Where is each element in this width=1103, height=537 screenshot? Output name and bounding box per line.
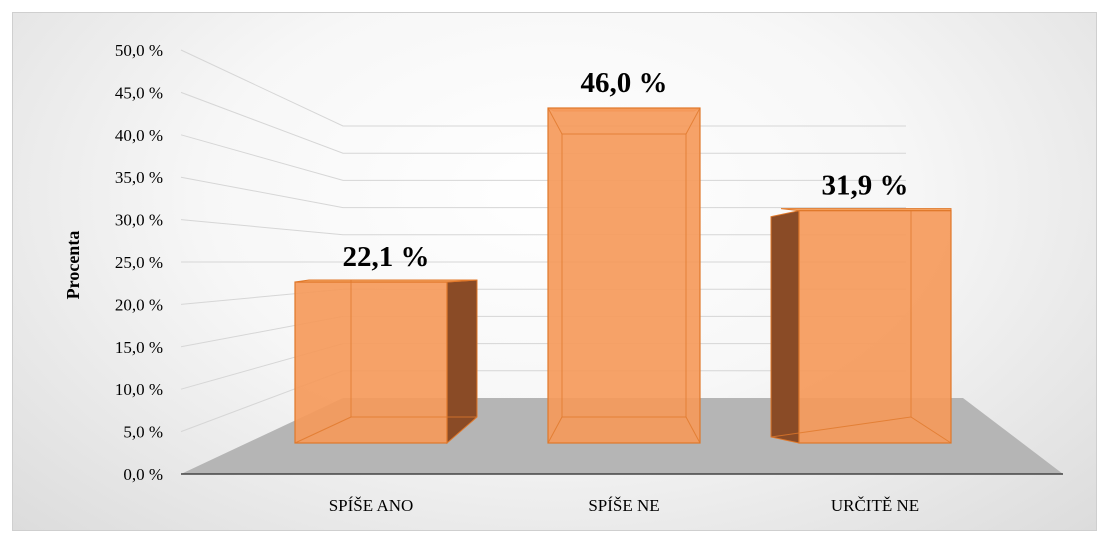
y-axis-title: Procenta xyxy=(63,231,83,300)
category-label: SPÍŠE NE xyxy=(588,496,659,515)
bar xyxy=(547,107,701,444)
y-tick-label: 10,0 % xyxy=(115,380,163,399)
category-label: SPÍŠE ANO xyxy=(329,496,414,515)
gridlines xyxy=(180,49,906,433)
y-tick-label: 20,0 % xyxy=(115,295,163,314)
gridline xyxy=(180,134,906,181)
data-label: 22,1 % xyxy=(343,241,430,273)
bar-chart: 0,0 % 5,0 % 10,0 % 15,0 % 20,0 % 25,0 % 30,0 %… xyxy=(63,41,1063,515)
y-tick-label: 25,0 % xyxy=(115,253,163,272)
y-tick-label: 35,0 % xyxy=(115,168,163,187)
bar xyxy=(770,208,952,444)
y-axis-ticks: 0,0 % 5,0 % 10,0 % 15,0 % 20,0 % 25,0 % 30,0 %… xyxy=(115,41,163,484)
category-label: URČITĚ NE xyxy=(831,496,919,515)
bar xyxy=(294,279,478,445)
gridline xyxy=(180,49,906,127)
data-label: 46,0 % xyxy=(581,67,668,99)
y-tick-label: 5,0 % xyxy=(123,423,163,442)
data-label: 31,9 % xyxy=(822,170,909,202)
y-tick-label: 45,0 % xyxy=(115,83,163,102)
y-tick-label: 0,0 % xyxy=(123,465,163,484)
y-tick-label: 40,0 % xyxy=(115,126,163,145)
category-labels: SPÍŠE ANO SPÍŠE NE URČITĚ NE xyxy=(329,496,919,515)
chart-area: 0,0 % 5,0 % 10,0 % 15,0 % 20,0 % 25,0 % 30,0 %… xyxy=(12,12,1097,531)
gridline xyxy=(180,176,906,209)
y-tick-label: 50,0 % xyxy=(115,41,163,60)
bars: 22,1 % 46,0 % 31,9 % xyxy=(294,67,952,445)
y-tick-label: 15,0 % xyxy=(115,338,163,357)
y-tick-label: 30,0 % xyxy=(115,211,163,230)
gridline xyxy=(180,219,906,236)
gridline xyxy=(180,91,906,154)
